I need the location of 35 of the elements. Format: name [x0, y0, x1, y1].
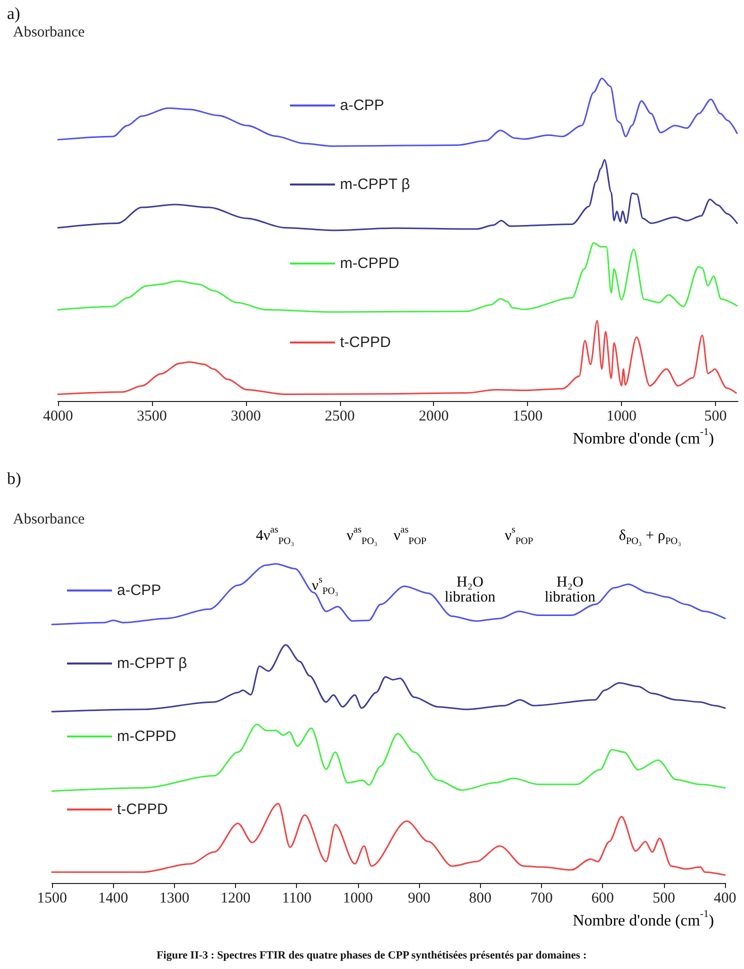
legend-label: t-CPPD [340, 334, 392, 351]
legend-label: m-CPPD [117, 728, 176, 745]
x-tick-label: 500 [652, 890, 676, 906]
x-tick-label: 1100 [282, 890, 312, 906]
x-tick-label: 1500 [37, 890, 67, 906]
legend-label: m-CPPT β [340, 176, 410, 193]
legend-label: a-CPP [117, 582, 162, 599]
chart-title: a) [7, 4, 20, 23]
x-tick-label: 1500 [512, 408, 543, 424]
legend-label: m-CPPD [340, 255, 400, 272]
x-tick-label: 1300 [159, 890, 190, 906]
x-tick-label: 1200 [220, 890, 251, 906]
x-tick-label: 3500 [136, 408, 167, 424]
y-axis-title: Absorbance [13, 512, 85, 528]
x-tick-label: 700 [530, 890, 553, 906]
x-tick-label: 800 [469, 890, 492, 906]
x-tick-label: 900 [408, 890, 430, 906]
annotation: H₂O libration [544, 574, 596, 606]
x-tick-label: 2500 [324, 408, 355, 424]
x-tick-label: 1000 [606, 408, 637, 424]
x-tick-label: 1000 [342, 890, 373, 906]
x-tick-label: 400 [714, 890, 736, 906]
x-tick-label: 2000 [418, 408, 449, 424]
x-tick-label: 600 [591, 890, 614, 906]
y-axis-title: Absorbance [13, 24, 85, 40]
legend-label: t-CPPD [117, 801, 168, 818]
text: Figure II-3 : Spectres FTIR des quatre phases de CPP synthétisées présentés par domaines : [156, 950, 587, 962]
legend-label: a-CPP [340, 97, 384, 114]
x-tick-label: 1400 [98, 890, 128, 906]
x-tick-label: 3000 [230, 408, 261, 424]
x-tick-label: 4000 [43, 408, 73, 424]
legend-label: m-CPPT β [117, 655, 188, 672]
annotation: H₂O libration [444, 574, 496, 606]
chart-title: b) [7, 469, 22, 488]
x-tick-label: 500 [704, 408, 727, 424]
